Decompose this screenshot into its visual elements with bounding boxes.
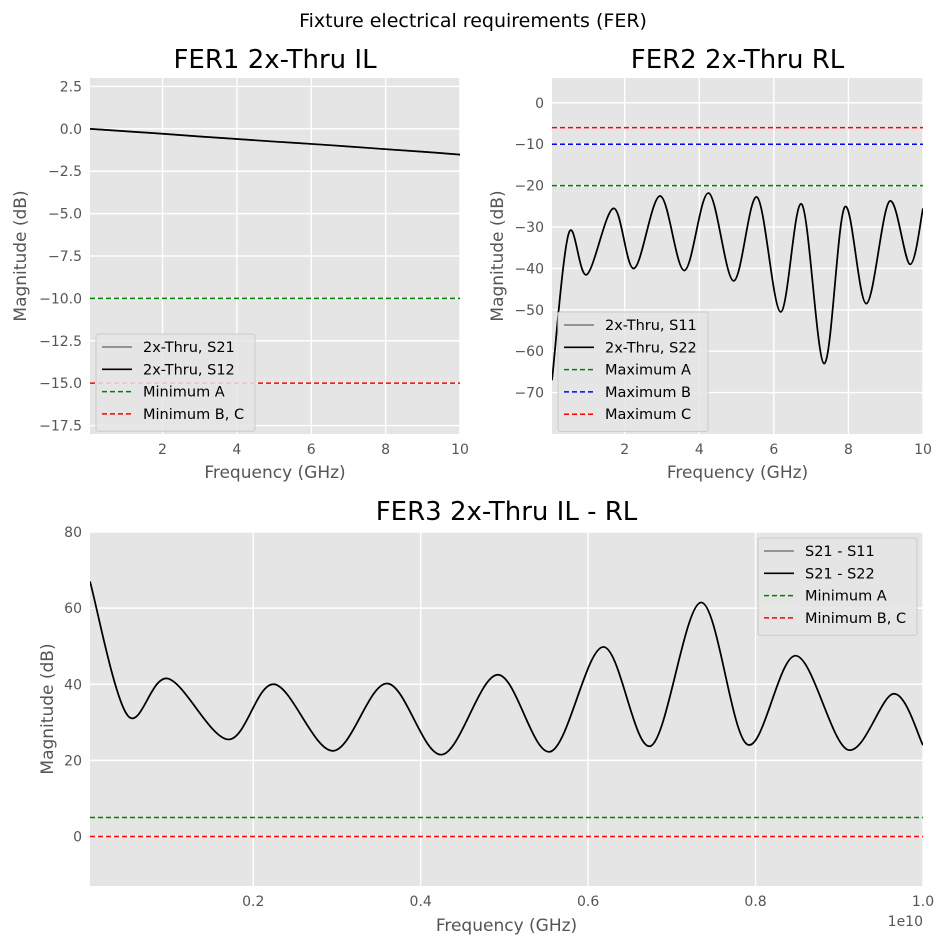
y-tick-label: 2.5 [60, 79, 82, 95]
x-tick-label: 2 [158, 442, 167, 458]
y-tick-label: 60 [64, 601, 82, 617]
legend-label-4: Maximum C [605, 407, 691, 423]
y-tick-label: −5.0 [48, 207, 82, 223]
legend-box [557, 311, 709, 432]
x-offset-label: 1e10 [888, 914, 923, 930]
y-tick-label: −30 [514, 220, 544, 236]
legend-label-0: 2x-Thru, S21 [143, 340, 235, 356]
series-line-1 [90, 581, 923, 756]
series-group [90, 581, 923, 838]
x-tick-label: 10 [914, 442, 932, 458]
y-axis-label: Magnitude (dB) [11, 190, 31, 321]
y-tick-label: −10 [514, 137, 544, 153]
legend-label-0: 2x-Thru, S11 [605, 318, 697, 334]
x-tick-label: 8 [844, 442, 853, 458]
legend: 2x-Thru, S11 2x-Thru, S22 Maximum A Maximum… [557, 311, 709, 432]
x-tick-label: 6 [769, 442, 778, 458]
x-tick-label: 0.4 [410, 894, 432, 910]
x-tick-label: 4 [695, 442, 704, 458]
x-axis-label: Frequency (GHz) [204, 463, 345, 483]
figure-suptitle: Fixture electrical requirements (FER) [299, 10, 647, 32]
y-tick-label: 0 [73, 830, 82, 846]
y-tick-label: −10.0 [39, 291, 82, 307]
y-tick-label: 0.0 [60, 122, 82, 138]
legend-label-1: S21 - S22 [805, 566, 875, 582]
chart-title: FER2 2x-Thru RL [631, 45, 845, 75]
y-tick-label: 40 [64, 677, 82, 693]
series-line-1 [552, 192, 923, 381]
x-tick-label: 8 [381, 442, 390, 458]
legend-label-2: Minimum A [143, 385, 225, 401]
y-tick-label: −2.5 [48, 164, 82, 180]
legend-label-3: Minimum B, C [805, 611, 906, 627]
chart-fer3: 0.2 0.4 0.6 0.8 1.0 80 60 40 20 0 FER3 2x-Thru IL … [38, 497, 934, 936]
legend-label-2: Minimum A [805, 589, 887, 605]
y-tick-label: 80 [64, 525, 82, 541]
y-tick-label: −7.5 [48, 249, 82, 265]
chart-title: FER1 2x-Thru IL [173, 45, 377, 75]
y-axis-label: Magnitude (dB) [488, 190, 508, 321]
legend-label-1: 2x-Thru, S12 [143, 362, 235, 378]
x-tick-label: 0.2 [242, 894, 264, 910]
chart-fer1: 2 4 6 8 10 2.5 0.0 −2.5 −5.0 −7.5 −10.0 −12.5 −15.0 −… [11, 45, 469, 483]
y-tick-label: 0 [535, 96, 544, 112]
y-tick-label: −17.5 [39, 419, 82, 435]
x-axis-label: Frequency (GHz) [667, 463, 808, 483]
legend-label-0: S21 - S11 [805, 544, 875, 560]
chart-title: FER3 2x-Thru IL - RL [376, 497, 638, 527]
y-tick-label: −15.0 [39, 376, 82, 392]
x-tick-label: 2 [620, 442, 629, 458]
legend-label-2: Maximum A [605, 363, 691, 379]
y-tick-label: −70 [514, 386, 544, 402]
y-tick-label: −12.5 [39, 334, 82, 350]
x-tick-label: 1.0 [912, 894, 934, 910]
legend-label-3: Minimum B, C [143, 407, 244, 423]
chart-panels: 2 4 6 8 10 2.5 0.0 −2.5 −5.0 −7.5 −10.0 −12.5 −15.0 −… [11, 45, 934, 936]
y-axis-label: Magnitude (dB) [38, 643, 58, 774]
x-tick-label: 6 [307, 442, 316, 458]
y-tick-label: −60 [514, 344, 544, 360]
legend-box [95, 333, 256, 432]
x-tick-label: 4 [232, 442, 241, 458]
x-tick-label: 0.8 [744, 894, 766, 910]
x-axis-label: Frequency (GHz) [436, 916, 577, 936]
legend: 2x-Thru, S21 2x-Thru, S12 Minimum A Minimum… [95, 333, 256, 432]
y-tick-label: −40 [514, 261, 544, 277]
x-tick-label: 10 [451, 442, 469, 458]
legend-label-1: 2x-Thru, S22 [605, 340, 697, 356]
legend-box [757, 537, 918, 636]
series-line-1 [90, 128, 460, 156]
legend-label-3: Maximum B [605, 385, 691, 401]
series-group [90, 128, 460, 384]
chart-fer2: 2 4 6 8 10 0 −10 −20 −30 −40 −50 −60 −70 FER2 2x-Thru… [488, 45, 932, 483]
x-tick-label: 0.6 [577, 894, 599, 910]
y-tick-label: −20 [514, 179, 544, 195]
series-group [552, 126, 923, 381]
y-tick-label: −50 [514, 303, 544, 319]
legend: S21 - S11 S21 - S22 Minimum A Minimum B, C [757, 537, 918, 636]
y-tick-label: 20 [64, 753, 82, 769]
